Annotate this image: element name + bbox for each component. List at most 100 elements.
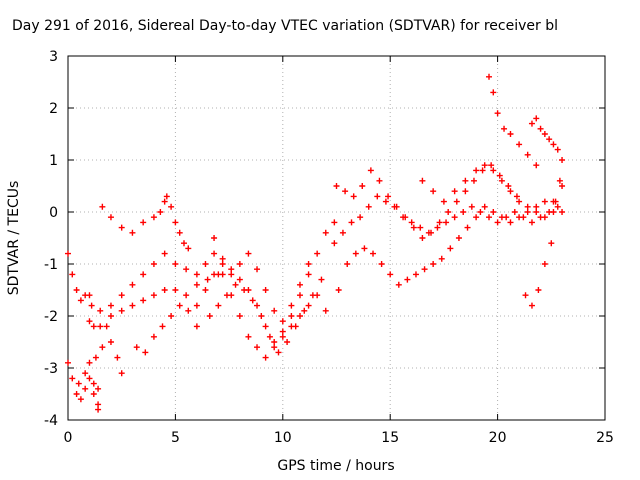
data-point: [296, 292, 303, 299]
data-point: [533, 162, 540, 169]
data-point: [533, 203, 540, 210]
data-point: [77, 396, 84, 403]
data-point: [348, 219, 355, 226]
data-point: [150, 214, 157, 221]
data-point: [236, 276, 243, 283]
data-point: [342, 188, 349, 195]
data-point: [541, 131, 548, 137]
data-point: [541, 261, 548, 267]
data-point: [88, 302, 95, 309]
data-point: [533, 115, 540, 122]
data-point: [524, 209, 531, 215]
data-point: [140, 271, 147, 278]
data-point: [507, 219, 514, 226]
data-point: [419, 177, 426, 184]
data-point: [118, 292, 125, 299]
data-point: [107, 214, 114, 221]
data-point: [516, 198, 523, 205]
data-point: [488, 162, 495, 169]
data-point: [481, 162, 488, 169]
data-point: [451, 214, 458, 221]
data-point: [462, 177, 469, 184]
data-point: [402, 214, 409, 221]
data-point: [211, 271, 218, 278]
data-point: [361, 245, 368, 252]
data-point: [86, 359, 93, 366]
data-point: [65, 250, 71, 257]
x-tick-label: 10: [274, 430, 292, 446]
data-point: [430, 261, 437, 267]
chart-title: Day 291 of 2016, Sidereal Day-to-day VTE…: [12, 18, 558, 34]
data-point: [335, 287, 342, 293]
data-point: [451, 188, 458, 195]
data-point: [129, 302, 136, 309]
data-point: [296, 281, 303, 288]
data-point: [236, 261, 243, 267]
data-point: [202, 287, 209, 293]
data-point: [140, 219, 147, 226]
data-point: [382, 198, 389, 205]
data-point: [385, 193, 392, 200]
data-point: [118, 224, 125, 231]
data-point: [69, 271, 76, 278]
data-point: [494, 219, 501, 226]
data-point: [443, 219, 450, 226]
data-point: [245, 333, 252, 340]
data-point: [211, 250, 218, 257]
data-point: [118, 307, 125, 314]
data-point: [434, 224, 441, 231]
data-point: [447, 245, 454, 252]
data-point: [387, 271, 394, 278]
data-point: [374, 193, 381, 200]
data-point: [507, 131, 514, 137]
data-point: [180, 240, 187, 247]
data-point: [254, 302, 261, 309]
data-point: [528, 120, 535, 127]
data-point: [404, 276, 411, 283]
data-point: [193, 281, 200, 288]
data-point: [522, 292, 529, 299]
data-point: [262, 323, 269, 330]
data-point: [528, 302, 535, 309]
data-point: [322, 229, 329, 236]
data-point: [548, 240, 555, 247]
data-point: [322, 307, 329, 314]
x-tick-label: 15: [381, 430, 399, 446]
data-point: [367, 167, 374, 174]
data-point: [318, 276, 325, 283]
y-tick-label: -3: [44, 361, 58, 377]
data-point: [350, 193, 357, 200]
data-point: [176, 229, 183, 236]
data-point: [516, 141, 523, 148]
data-point: [73, 391, 80, 397]
y-tick-label: 1: [49, 153, 58, 169]
data-point: [279, 333, 286, 340]
data-point: [464, 224, 471, 231]
data-point: [95, 385, 102, 392]
data-point: [211, 235, 218, 241]
data-point: [546, 136, 553, 143]
data-point: [193, 323, 200, 330]
data-point: [498, 177, 505, 184]
data-point: [172, 287, 179, 293]
data-point: [228, 271, 235, 278]
data-point: [75, 380, 82, 387]
data-point: [496, 172, 503, 179]
data-point: [473, 214, 480, 221]
data-point: [339, 229, 346, 236]
data-point: [92, 354, 99, 361]
data-point: [524, 203, 531, 210]
data-point: [550, 209, 557, 215]
data-point: [90, 380, 97, 387]
data-point: [163, 193, 170, 200]
data-point: [157, 209, 164, 215]
data-point: [204, 276, 211, 283]
data-point: [559, 183, 566, 189]
data-point: [305, 302, 312, 309]
data-point: [430, 188, 437, 195]
data-point: [498, 214, 505, 221]
data-point: [533, 209, 540, 215]
data-point: [133, 344, 140, 351]
data-marks: [65, 73, 566, 413]
data-point: [359, 183, 366, 189]
